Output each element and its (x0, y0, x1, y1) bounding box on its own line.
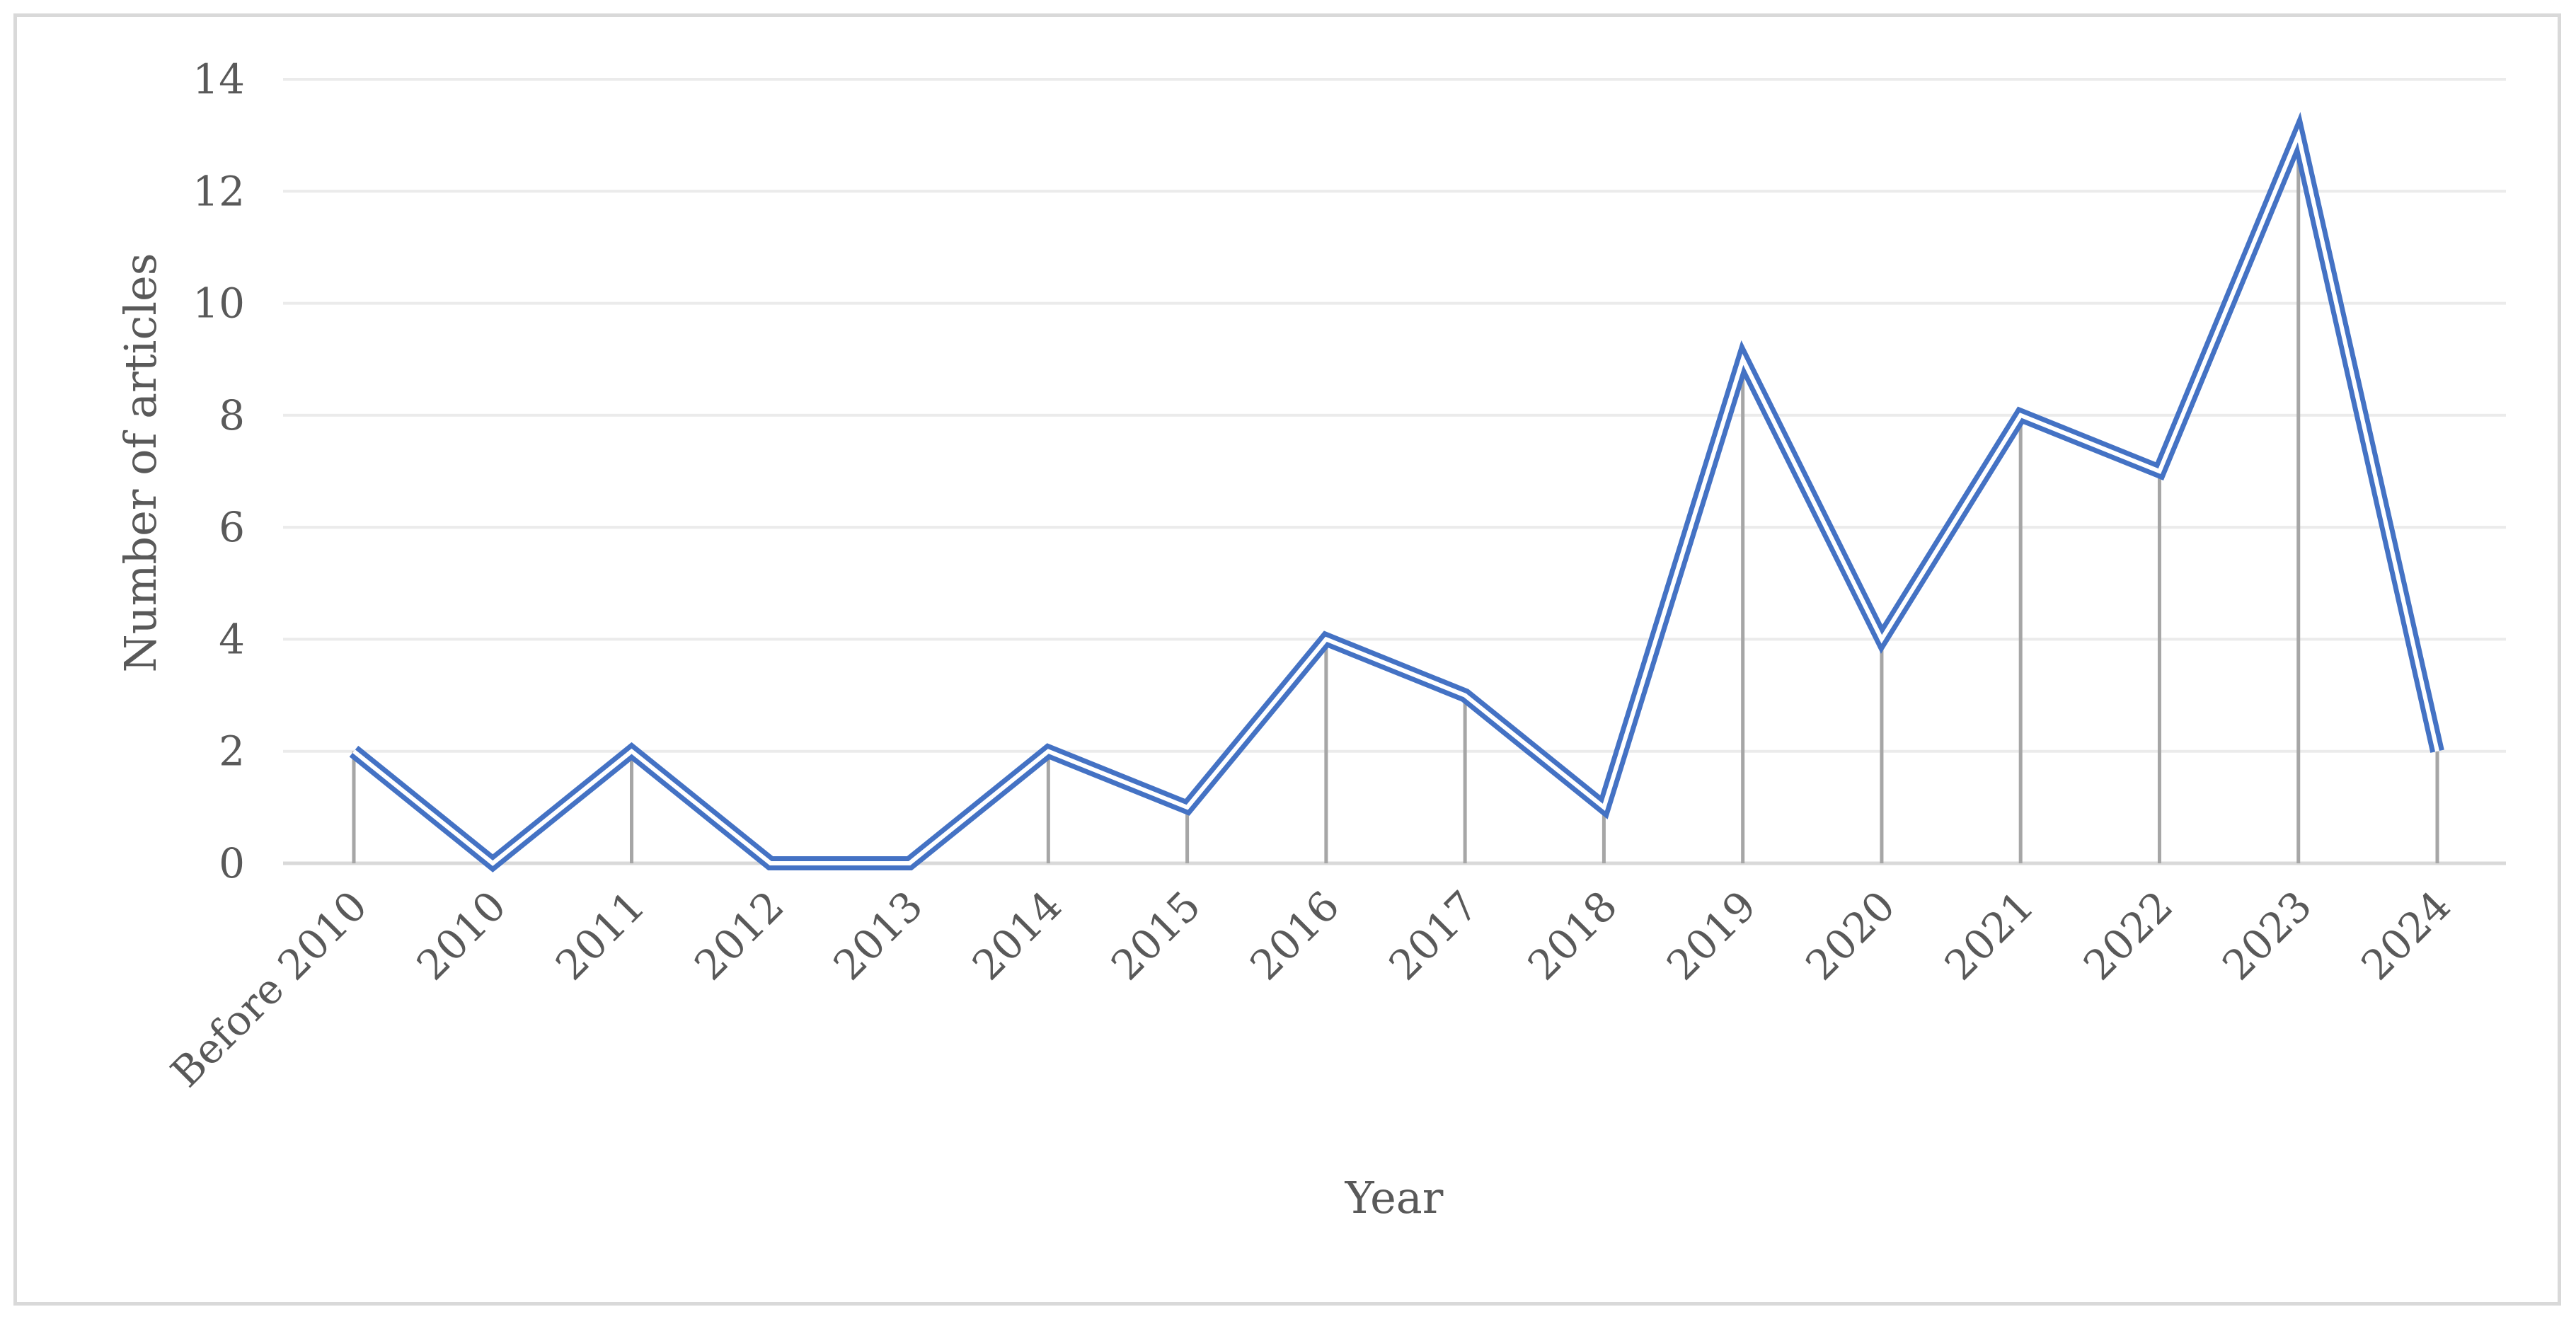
x-tick-label: 2013 (824, 882, 932, 989)
drop-lines (352, 135, 2439, 863)
x-tick-label: 2016 (1241, 882, 1348, 989)
y-tick-label: 0 (219, 839, 245, 887)
x-tick-label: 2015 (1102, 882, 1209, 989)
x-tick-label: 2011 (546, 882, 654, 989)
x-tick-label: 2018 (1519, 882, 1626, 989)
y-tick-label: 12 (192, 167, 245, 215)
y-tick-label: 14 (192, 55, 245, 103)
x-tick-label: 2010 (408, 882, 515, 989)
x-tick-label: 2021 (1936, 882, 2043, 989)
x-tick-label: 2022 (2074, 882, 2182, 989)
x-tick-label: 2019 (1657, 882, 1765, 989)
x-tick-label: Before 2010 (161, 882, 376, 1097)
series-line (349, 112, 2444, 872)
x-tick-label: 2020 (1796, 882, 1904, 989)
chart-frame: 0 2 4 6 8 10 12 14 Before 2010 2010 2011 2012 2013 2… (13, 13, 2561, 1306)
x-tick-label: 2023 (2213, 882, 2321, 989)
y-tick-label: 10 (192, 280, 245, 328)
x-tick-label: 2017 (1380, 882, 1488, 989)
y-tick-label: 4 (219, 615, 245, 663)
y-tick-label: 8 (219, 391, 245, 439)
y-tick-label: 2 (219, 727, 245, 776)
y-axis-ticks: 0 2 4 6 8 10 12 14 (192, 55, 245, 887)
x-axis-ticks: Before 2010 2010 2011 2012 2013 2014 2015 2016 2… (161, 882, 2460, 1097)
x-axis-title: Year (1345, 1172, 1444, 1223)
x-tick-label: 2024 (2352, 882, 2459, 989)
series-line-inner (352, 128, 2439, 866)
y-tick-label: 6 (219, 503, 245, 551)
x-tick-label: 2014 (963, 882, 1071, 989)
x-tick-label: 2012 (685, 882, 793, 989)
grid-layer (283, 78, 2506, 865)
y-axis-title: Number of articles (115, 253, 166, 672)
line-chart: 0 2 4 6 8 10 12 14 Before 2010 2010 2011 2012 2013 2… (115, 55, 2506, 1223)
series-line-outer (349, 112, 2444, 872)
